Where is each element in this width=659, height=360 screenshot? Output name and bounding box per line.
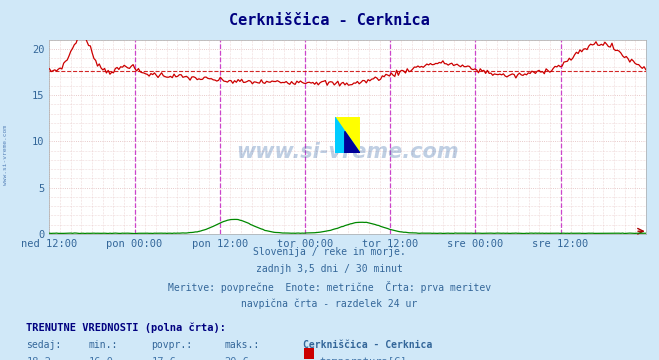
Text: 17,6: 17,6 (152, 357, 177, 360)
Text: navpična črta - razdelek 24 ur: navpična črta - razdelek 24 ur (241, 298, 418, 309)
Text: Slovenija / reke in morje.: Slovenija / reke in morje. (253, 247, 406, 257)
Text: zadnjh 3,5 dni / 30 minut: zadnjh 3,5 dni / 30 minut (256, 264, 403, 274)
Text: Meritve: povprečne  Enote: metrične  Črta: prva meritev: Meritve: povprečne Enote: metrične Črta:… (168, 281, 491, 293)
Text: 18,2: 18,2 (26, 357, 51, 360)
Text: sedaj:: sedaj: (26, 340, 61, 350)
Text: povpr.:: povpr.: (152, 340, 192, 350)
Text: maks.:: maks.: (224, 340, 259, 350)
Text: min.:: min.: (89, 340, 119, 350)
Polygon shape (345, 131, 360, 153)
Text: Cerkniščica - Cerknica: Cerkniščica - Cerknica (303, 340, 432, 350)
Polygon shape (335, 117, 360, 153)
Polygon shape (335, 117, 360, 153)
Text: Cerkniščica - Cerknica: Cerkniščica - Cerknica (229, 13, 430, 28)
Text: www.si-vreme.com: www.si-vreme.com (3, 125, 8, 185)
Text: temperatura[C]: temperatura[C] (320, 357, 407, 360)
Text: 16,0: 16,0 (89, 357, 114, 360)
Text: 20,6: 20,6 (224, 357, 249, 360)
Text: www.si-vreme.com: www.si-vreme.com (237, 142, 459, 162)
Text: TRENUTNE VREDNOSTI (polna črta):: TRENUTNE VREDNOSTI (polna črta): (26, 322, 226, 333)
